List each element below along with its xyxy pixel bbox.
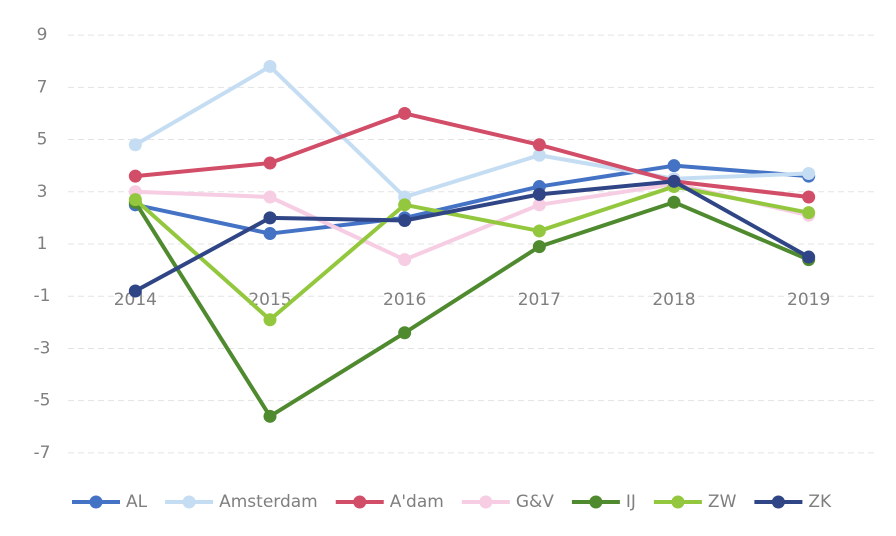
y-tick-label: 3 [37, 182, 48, 202]
y-tick-label: -3 [34, 338, 51, 358]
x-tick-label: 2016 [383, 290, 426, 310]
series-line [133, 200, 810, 419]
point [128, 169, 142, 183]
y-tick-label: 1 [37, 234, 48, 254]
legend-label: AL [126, 492, 148, 512]
point [128, 284, 142, 298]
point [263, 409, 277, 423]
y-tick-label: -1 [34, 286, 51, 306]
legend-marker [671, 495, 685, 509]
point [802, 167, 816, 180]
point [667, 195, 681, 209]
point [667, 159, 681, 173]
legend-marker [89, 495, 103, 509]
point [128, 193, 142, 207]
legend-label: Amsterdam [219, 492, 318, 512]
y-tick-label: 5 [37, 130, 48, 150]
legend-marker [182, 495, 196, 509]
x-tick-label: 2018 [652, 290, 695, 310]
point [398, 106, 412, 120]
point [802, 250, 816, 264]
legend-marker [589, 495, 603, 509]
point [532, 224, 546, 238]
point [263, 211, 277, 225]
series-line [134, 179, 810, 293]
point [532, 240, 546, 254]
point [263, 156, 277, 170]
x-tick-label: 2019 [787, 290, 830, 310]
x-tick-label: 2015 [248, 290, 291, 310]
legend-label: G&V [516, 492, 554, 512]
point [802, 190, 816, 204]
legend-label: A'dam [390, 492, 444, 512]
series-line [134, 64, 809, 199]
point [263, 190, 277, 204]
legend-label: ZW [708, 492, 737, 512]
point [398, 198, 412, 212]
legend-marker [771, 495, 785, 509]
x-tick-label: 2017 [518, 290, 561, 310]
point [532, 148, 546, 162]
point [802, 206, 816, 220]
point [263, 227, 277, 241]
point [398, 326, 412, 340]
point [263, 59, 277, 73]
point [667, 174, 681, 188]
legend-marker [479, 495, 493, 509]
point [532, 138, 546, 152]
point [532, 198, 546, 212]
series-line [135, 181, 810, 262]
legend-label: IJ [626, 492, 636, 512]
series-line [134, 184, 810, 322]
y-tick-label: 9 [37, 25, 48, 45]
series-line [135, 111, 809, 199]
legend-marker [353, 495, 367, 509]
y-tick-label: -7 [34, 443, 51, 463]
y-tick-label: 7 [37, 77, 48, 97]
x-tick-label: 2014 [114, 290, 157, 310]
y-tick-label: -5 [34, 391, 51, 411]
legend-label: ZK [808, 492, 832, 512]
point [398, 253, 412, 267]
point [128, 138, 142, 152]
point [263, 313, 277, 327]
point [398, 214, 412, 227]
point [532, 187, 546, 201]
